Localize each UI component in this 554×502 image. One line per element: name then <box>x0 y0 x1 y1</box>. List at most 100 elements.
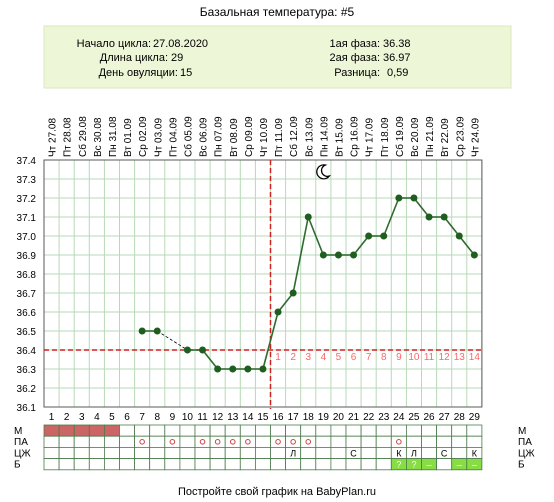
cycle-day-label: 7 <box>139 412 145 423</box>
cycle-day-label: 16 <box>272 412 284 423</box>
row-cell <box>119 458 136 471</box>
pa-mark <box>396 439 402 445</box>
row-cell <box>345 435 362 448</box>
ovulation-day-label: День овуляции: <box>99 67 178 79</box>
pa-mark <box>275 439 281 445</box>
series-segment <box>201 349 219 370</box>
row-cell <box>88 446 105 459</box>
row-label-left: ПА <box>14 437 28 448</box>
data-point <box>259 365 267 373</box>
row-cell <box>179 458 196 471</box>
pa-mark <box>199 439 206 445</box>
row-cell <box>43 458 60 471</box>
date-label: Вс 13.09 <box>304 117 315 157</box>
cycle-day-label: 20 <box>333 412 345 423</box>
y-tick-label: 37.0 <box>17 232 37 243</box>
row-cell <box>451 446 468 459</box>
data-point <box>425 213 433 221</box>
cycle-day-label: 26 <box>423 412 435 423</box>
row-cell <box>285 458 302 471</box>
cycle-length-value: 29 <box>171 52 183 64</box>
y-tick-label: 36.7 <box>17 289 37 300</box>
y-tick-labels: 37.4 37.3 37.2 37.1 37.0 36.9 36.8 36.7 36.6 36.5… <box>17 156 37 414</box>
row-cell <box>254 435 271 448</box>
cycle-day-label: 14 <box>242 412 254 423</box>
row-cell <box>58 424 75 437</box>
data-point <box>289 289 297 297</box>
row-cell <box>345 424 362 437</box>
row-cell <box>164 424 181 437</box>
cycle-day-label: 29 <box>469 412 481 423</box>
row-cell <box>224 446 241 459</box>
date-label: Ср 09.09 <box>244 116 255 157</box>
row-cell <box>254 458 271 471</box>
row-cell <box>466 435 483 448</box>
row-cell <box>330 424 347 437</box>
series-segment <box>277 292 294 313</box>
row-cell <box>451 424 468 437</box>
row-cell <box>134 424 151 437</box>
data-point <box>138 327 146 335</box>
row-cell <box>224 458 241 471</box>
row-label-right: М <box>518 426 526 437</box>
row-cell <box>360 435 377 448</box>
row-cell <box>73 446 90 459</box>
date-label: Пт 04.09 <box>168 117 179 157</box>
date-label: Сб 29.08 <box>77 116 89 157</box>
pa-mark <box>139 439 145 445</box>
row-cell <box>179 424 196 437</box>
cycle-day-label: 19 <box>318 412 330 423</box>
row-cell <box>88 435 105 448</box>
row-cell <box>436 424 453 437</box>
data-point <box>319 251 327 259</box>
cycle-start-label: Начало цикла: <box>77 38 151 50</box>
series-segment <box>307 216 325 256</box>
cycle-day-label: 15 <box>257 412 269 423</box>
series-segment <box>292 216 310 294</box>
row-cell <box>239 424 256 437</box>
date-label: Пн 31.08 <box>108 116 119 157</box>
date-label: Ср 23.09 <box>455 116 466 157</box>
cycle-day-label: 11 <box>197 412 208 423</box>
post-ovulation-number: 13 <box>454 352 466 363</box>
row-cell <box>43 435 60 448</box>
row-cell <box>421 424 438 437</box>
cj-mark: Л <box>411 448 417 458</box>
cj-mark: С <box>441 448 448 458</box>
moon-icon <box>316 164 332 180</box>
cycle-day-label: 13 <box>227 412 239 423</box>
cycle-day-label: 24 <box>393 412 405 423</box>
data-point <box>244 365 252 373</box>
cycle-day-label: 27 <box>439 412 451 423</box>
row-cell <box>73 435 90 448</box>
row-cell <box>239 435 256 448</box>
cycle-day-label: 9 <box>170 412 176 423</box>
row-cell <box>104 446 120 459</box>
row-cell <box>300 458 317 471</box>
data-point <box>350 251 358 259</box>
series-segment <box>383 197 400 237</box>
series-segment <box>262 311 279 370</box>
row-cell <box>239 458 256 471</box>
phase1-label: 1ая фаза: <box>329 38 380 50</box>
date-label: Пн 21.09 <box>425 116 436 157</box>
row-label-left: ЦЖ <box>14 448 31 459</box>
pa-mark <box>214 439 221 445</box>
row-cell <box>330 458 347 471</box>
row-cell <box>451 435 468 448</box>
data-point <box>365 232 373 240</box>
row-cell <box>315 446 332 459</box>
row-cell <box>179 446 196 459</box>
plot-border <box>43 159 483 408</box>
chart-title: Базальная температура: #5 <box>200 5 355 19</box>
cycle-day-label: 12 <box>212 412 224 423</box>
row-cell <box>375 435 392 448</box>
row-cell <box>421 435 438 448</box>
row-cell <box>209 458 226 471</box>
cj-mark: С <box>350 448 357 458</box>
post-ovulation-number: 4 <box>321 352 327 363</box>
data-point <box>183 346 191 354</box>
row-cell <box>119 424 136 437</box>
row-cell <box>285 435 302 448</box>
row-cell <box>104 458 120 471</box>
